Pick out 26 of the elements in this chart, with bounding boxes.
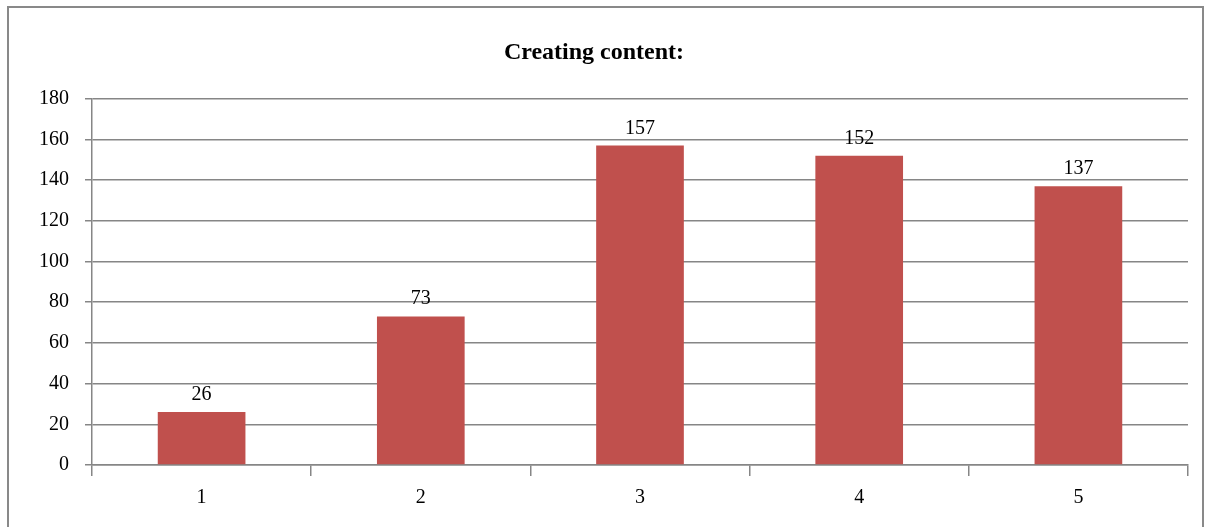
bar: [157, 412, 246, 465]
y-tick-label: 120: [39, 208, 69, 231]
y-tick-label: 0: [59, 452, 69, 475]
bar: [1034, 186, 1123, 465]
bar: [596, 145, 684, 465]
bar: [815, 155, 904, 465]
y-tick-label: 140: [39, 167, 69, 190]
x-tick-label: 2: [415, 485, 426, 508]
chart-title: Creating content:: [503, 37, 685, 64]
x-tick-label: 5: [1073, 485, 1084, 508]
y-tick-label: 180: [39, 86, 69, 109]
data-label: 152: [844, 125, 875, 148]
bar: [376, 316, 465, 465]
x-tick-label: 4: [854, 485, 865, 508]
data-label: 157: [625, 115, 655, 138]
y-tick-label: 20: [49, 411, 69, 434]
y-tick-label: 60: [49, 330, 69, 353]
y-tick-label: 80: [49, 289, 69, 312]
data-label: 137: [1063, 156, 1094, 179]
x-tick-label: 1: [196, 485, 207, 508]
data-label: 26: [191, 382, 212, 405]
y-tick-label: 160: [39, 126, 69, 149]
data-label: 73: [410, 286, 431, 309]
x-tick-label: 3: [635, 485, 645, 508]
y-tick-label: 100: [39, 248, 69, 271]
y-tick-label: 40: [49, 370, 69, 393]
